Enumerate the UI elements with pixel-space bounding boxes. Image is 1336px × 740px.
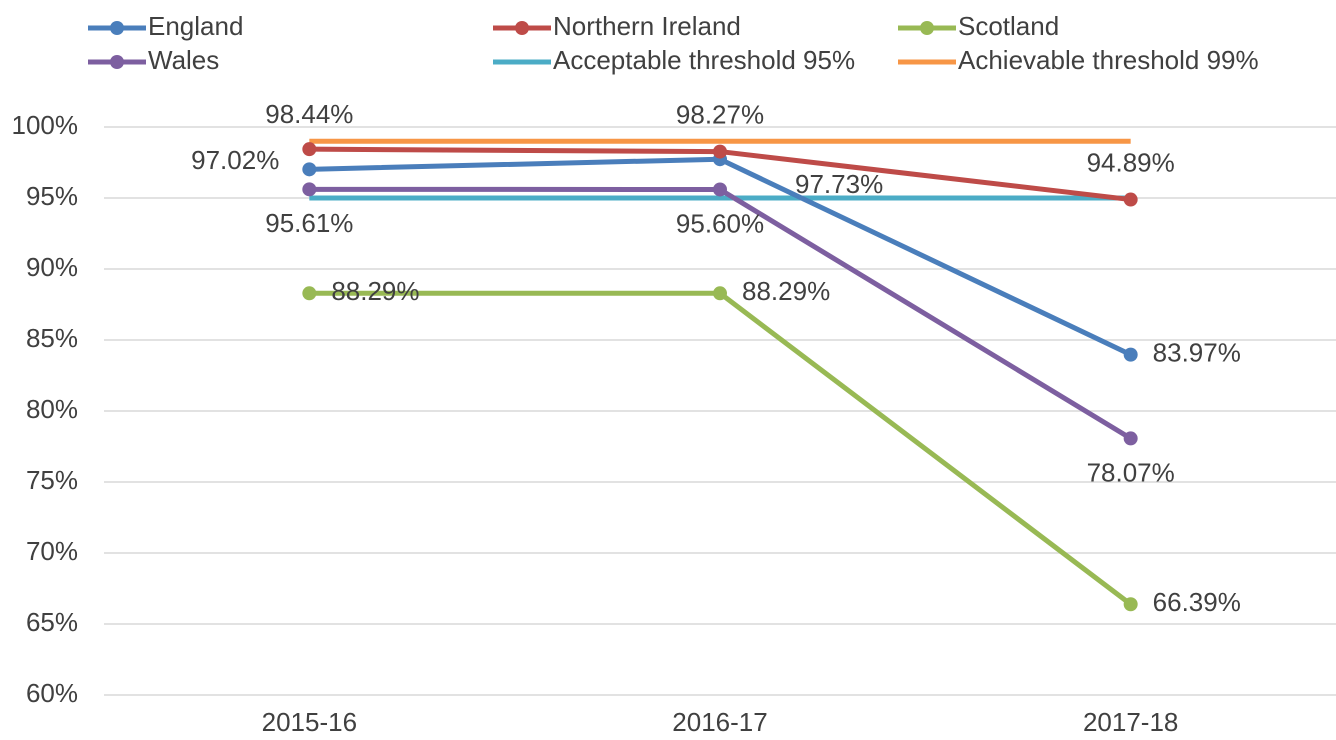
x-tick-label: 2016-17	[672, 707, 767, 737]
data-point	[713, 144, 727, 159]
data-point	[1123, 597, 1138, 612]
y-tick-label: 70%	[26, 536, 78, 566]
legend-label: Scotland	[958, 11, 1059, 41]
legend-label: Achievable threshold 99%	[958, 45, 1259, 75]
data-point	[1123, 431, 1138, 446]
data-label: 97.73%	[795, 169, 883, 199]
data-point	[302, 182, 317, 197]
data-point	[302, 162, 317, 177]
x-tick-label: 2015-16	[262, 707, 357, 737]
data-label: 95.60%	[676, 208, 764, 238]
legend-marker	[515, 21, 529, 35]
y-tick-label: 100%	[12, 110, 79, 140]
data-label: 95.61%	[265, 208, 353, 238]
legend-label: Acceptable threshold 95%	[553, 45, 855, 75]
data-label: 66.39%	[1153, 587, 1241, 617]
legend-marker	[110, 55, 124, 69]
data-label: 78.07%	[1087, 457, 1175, 487]
x-tick-label: 2017-18	[1083, 707, 1178, 737]
y-tick-label: 95%	[26, 181, 78, 211]
data-label: 98.44%	[265, 99, 353, 129]
y-tick-label: 65%	[26, 607, 78, 637]
data-point	[302, 142, 317, 157]
legend-label: Wales	[148, 45, 219, 75]
data-point	[713, 286, 727, 301]
legend-label: England	[148, 11, 243, 41]
data-label: 94.89%	[1087, 147, 1175, 177]
data-label: 83.97%	[1153, 338, 1241, 368]
data-point	[1123, 347, 1138, 362]
legend-marker	[920, 21, 934, 35]
data-point	[713, 182, 727, 197]
data-label: 98.27%	[676, 99, 764, 129]
y-tick-label: 75%	[26, 465, 78, 495]
data-point	[302, 286, 317, 301]
y-tick-label: 85%	[26, 323, 78, 353]
data-label: 97.02%	[191, 145, 279, 175]
data-label: 88.29%	[331, 276, 419, 306]
y-tick-label: 80%	[26, 394, 78, 424]
y-tick-label: 90%	[26, 252, 78, 282]
legend-label: Northern Ireland	[553, 11, 741, 41]
y-tick-label: 60%	[26, 678, 78, 708]
data-point	[1123, 192, 1138, 207]
data-label: 88.29%	[742, 276, 830, 306]
legend-marker	[110, 21, 124, 35]
